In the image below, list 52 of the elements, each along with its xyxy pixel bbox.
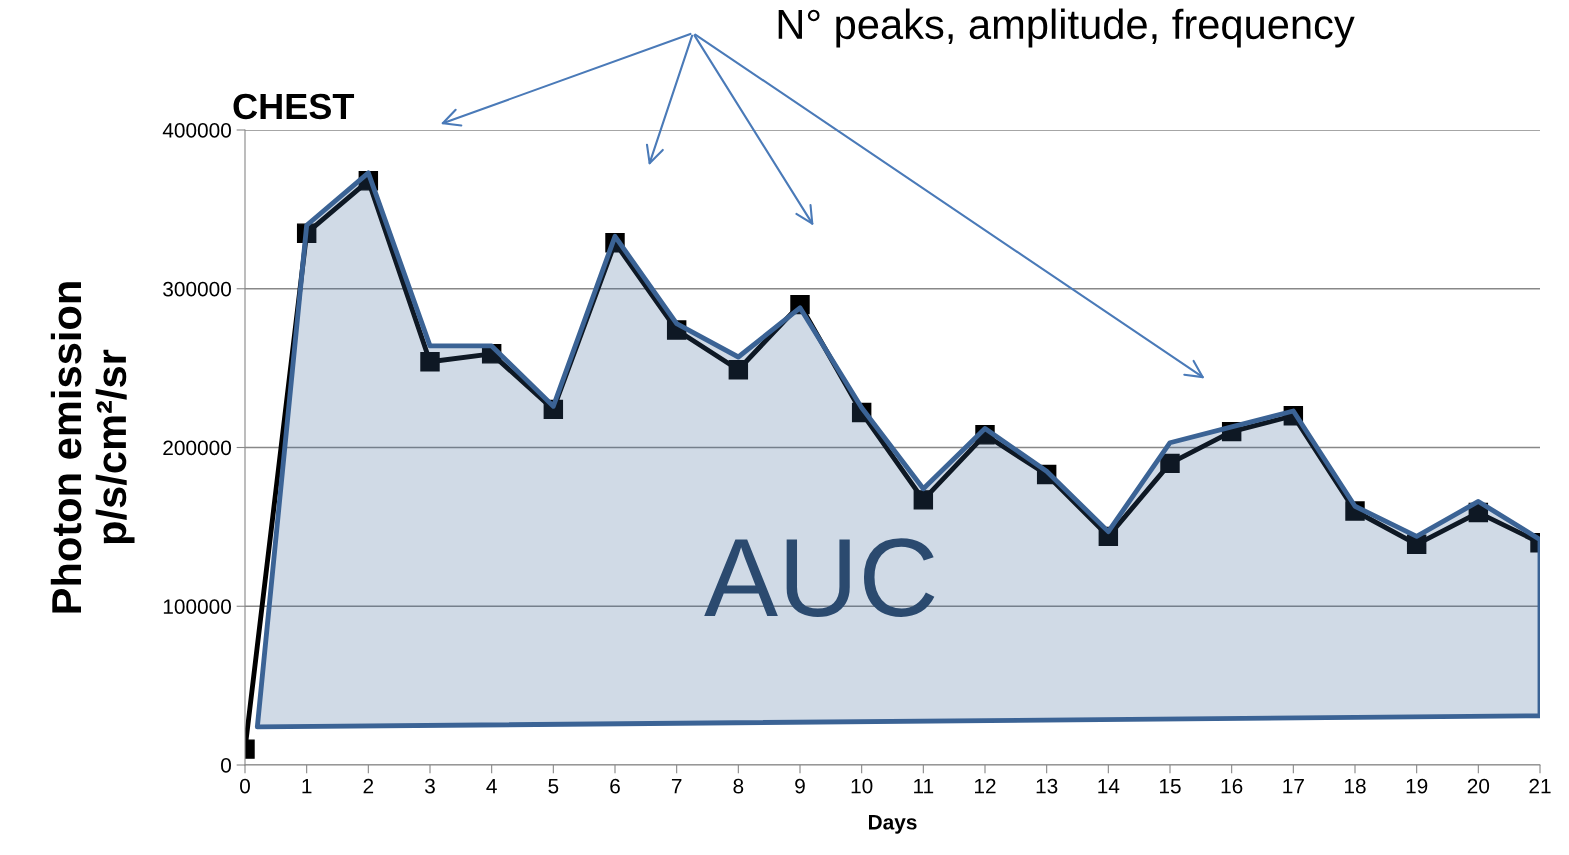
annotation: AUC [704,538,935,618]
point [790,294,810,315]
point [420,352,440,372]
x-tick-label: 18 [1345,778,1366,794]
y-tick-label: 200000 [163,440,231,456]
x-tick-label: 19 [1406,778,1428,794]
x-tick-label: 21 [1529,778,1551,794]
point [1283,406,1304,426]
point [543,399,564,420]
point [1345,501,1365,521]
x-tick-label: 4 [486,778,497,794]
y-tick-label: 0 [221,758,231,773]
x-tick-label: 17 [1283,778,1304,794]
point [1160,453,1180,474]
x-tick-label: 20 [1467,778,1490,794]
x-tick-label: 2 [363,778,374,794]
point [1468,502,1489,523]
x-tick-label: 0 [240,778,250,794]
point [851,402,872,423]
x-tick-label: 6 [610,778,620,794]
x-tick-label: 8 [733,778,744,794]
x-tick-label: 13 [1036,778,1058,794]
point [1036,464,1057,485]
point [296,223,317,243]
y-tick-label: 100000 [163,599,231,614]
y-axis-title: Photon emission p/s/cm²/sr [50,282,135,613]
x-tick-label: 15 [1160,778,1181,794]
x-tick-label: 3 [425,778,435,794]
point [1221,421,1242,442]
y-tick-label: 400000 [162,123,231,138]
x-tick-label: 14 [1098,778,1120,794]
x-axis-title: Days [868,815,917,834]
x-tick-label: 12 [975,778,996,794]
point [728,359,749,380]
point [605,232,625,253]
point [1406,534,1427,555]
x-tick-label: 1 [302,778,312,794]
point [481,344,502,364]
point [1098,526,1119,547]
y-tick-label: 300000 [163,281,231,297]
x-tick-label: 9 [795,778,805,794]
point [666,320,687,340]
point [913,490,934,510]
point [358,171,379,191]
x-tick-label: 16 [1221,778,1243,794]
text: N° peaks, amplitude, frequency [778,8,1355,48]
x-tick-label: 7 [671,778,682,794]
x-tick-label: 5 [548,778,559,794]
chart-title: CHEST [233,93,355,120]
x-tick-label: 11 [914,778,934,794]
point [975,425,995,445]
x-tick-label: 10 [851,778,873,794]
